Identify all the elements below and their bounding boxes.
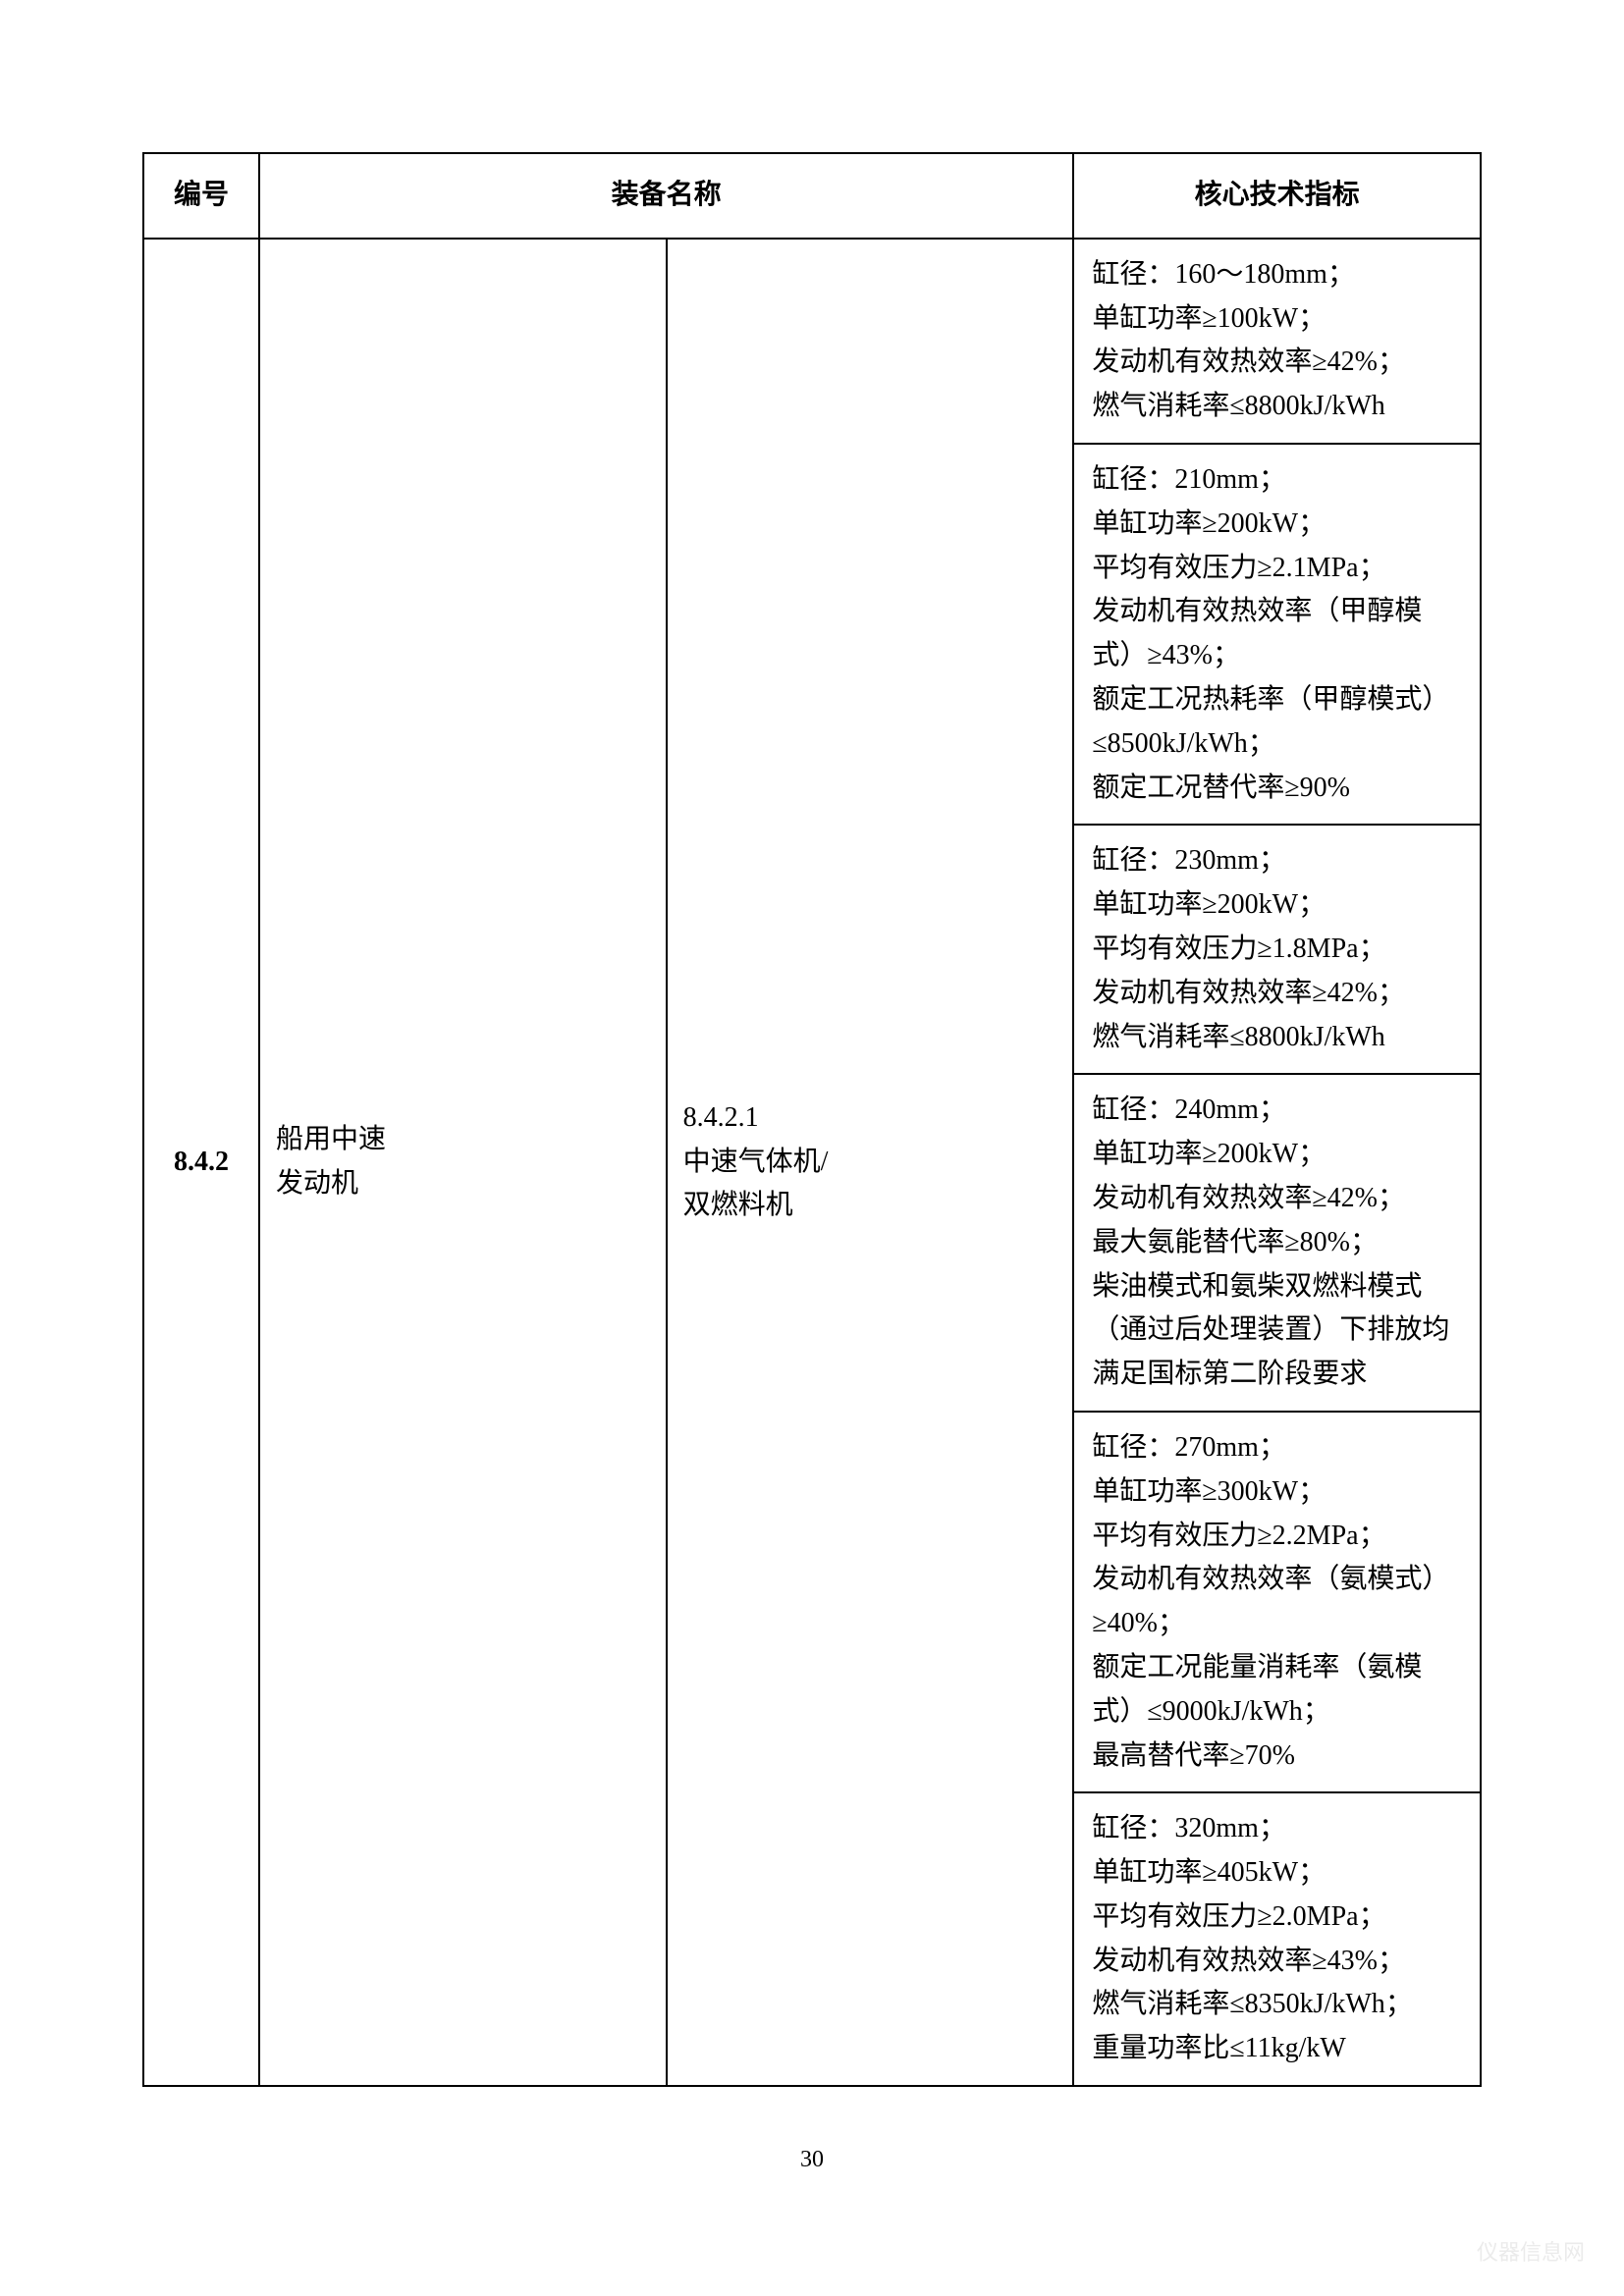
spec-line: 缸径：210mm； bbox=[1092, 458, 1462, 503]
spec-line: 重量功率比≤11kg/kW bbox=[1092, 2027, 1462, 2071]
spec-line: 单缸功率≥200kW； bbox=[1092, 503, 1462, 547]
spec-line: 最大氨能替代率≥80%； bbox=[1092, 1221, 1462, 1265]
spec-line: 单缸功率≥100kW； bbox=[1092, 297, 1462, 342]
spec-line: 燃气消耗率≤8800kJ/kWh bbox=[1092, 385, 1462, 429]
spec-line: 燃气消耗率≤8350kJ/kWh； bbox=[1092, 1983, 1462, 2027]
spec-line: 发动机有效热效率≥43%； bbox=[1092, 1940, 1462, 1984]
table-row: 8.4.2 船用中速发动机 8.4.2.1中速气体机/双燃料机 缸径：160～1… bbox=[143, 239, 1481, 444]
spec-cell: 缸径：320mm；单缸功率≥405kW；平均有效压力≥2.0MPa；发动机有效热… bbox=[1073, 1792, 1481, 2086]
spec-line: 柴油模式和氨柴双燃料模式（通过后处理装置）下排放均满足国标第二阶段要求 bbox=[1092, 1265, 1462, 1397]
spec-table: 编号 装备名称 核心技术指标 8.4.2 船用中速发动机 8.4.2.1中速气体… bbox=[142, 152, 1482, 2087]
spec-line: 单缸功率≥200kW； bbox=[1092, 1133, 1462, 1177]
row-number: 8.4.2 bbox=[143, 239, 259, 2086]
spec-line: 额定工况替代率≥90% bbox=[1092, 767, 1462, 811]
spec-line: 缸径：320mm； bbox=[1092, 1807, 1462, 1851]
spec-line: 单缸功率≥300kW； bbox=[1092, 1470, 1462, 1515]
spec-cell: 缸径：270mm；单缸功率≥300kW；平均有效压力≥2.2MPa；发动机有效热… bbox=[1073, 1412, 1481, 1792]
header-equipment-name: 装备名称 bbox=[259, 153, 1073, 239]
spec-line: 缸径：230mm； bbox=[1092, 839, 1462, 883]
spec-line: 缸径：240mm； bbox=[1092, 1089, 1462, 1133]
spec-line: 平均有效压力≥1.8MPa； bbox=[1092, 928, 1462, 972]
spec-line: 额定工况热耗率（甲醇模式）≤8500kJ/kWh； bbox=[1092, 678, 1462, 767]
spec-line: 平均有效压力≥2.0MPa； bbox=[1092, 1896, 1462, 1940]
header-number: 编号 bbox=[143, 153, 259, 239]
spec-line: 燃气消耗率≤8800kJ/kWh bbox=[1092, 1016, 1462, 1060]
spec-line: 发动机有效热效率（甲醇模式）≥43%； bbox=[1092, 590, 1462, 678]
spec-cell: 缸径：210mm；单缸功率≥200kW；平均有效压力≥2.1MPa；发动机有效热… bbox=[1073, 444, 1481, 825]
spec-line: 平均有效压力≥2.1MPa； bbox=[1092, 547, 1462, 591]
spec-line: 单缸功率≥200kW； bbox=[1092, 883, 1462, 928]
spec-line: 发动机有效热效率≥42%； bbox=[1092, 1177, 1462, 1221]
spec-cell: 缸径：230mm；单缸功率≥200kW；平均有效压力≥1.8MPa；发动机有效热… bbox=[1073, 825, 1481, 1074]
spec-line: 额定工况能量消耗率（氨模式）≤9000kJ/kWh； bbox=[1092, 1646, 1462, 1735]
spec-cell: 缸径：240mm；单缸功率≥200kW；发动机有效热效率≥42%；最大氨能替代率… bbox=[1073, 1074, 1481, 1412]
header-spec: 核心技术指标 bbox=[1073, 153, 1481, 239]
table-header-row: 编号 装备名称 核心技术指标 bbox=[143, 153, 1481, 239]
spec-line: 单缸功率≥405kW； bbox=[1092, 1851, 1462, 1896]
spec-line: 发动机有效热效率≥42%； bbox=[1092, 972, 1462, 1016]
page-number: 30 bbox=[0, 2147, 1624, 2173]
equipment-name: 船用中速发动机 bbox=[259, 239, 667, 2086]
spec-line: 发动机有效热效率（氨模式）≥40%； bbox=[1092, 1558, 1462, 1646]
spec-line: 缸径：160～180mm； bbox=[1092, 253, 1462, 297]
spec-line: 缸径：270mm； bbox=[1092, 1426, 1462, 1470]
spec-line: 最高替代率≥70% bbox=[1092, 1735, 1462, 1779]
spec-cell: 缸径：160～180mm；单缸功率≥100kW；发动机有效热效率≥42%；燃气消… bbox=[1073, 239, 1481, 444]
watermark: 仪器信息网 bbox=[1477, 2235, 1585, 2267]
spec-line: 平均有效压力≥2.2MPa； bbox=[1092, 1515, 1462, 1559]
spec-line: 发动机有效热效率≥42%； bbox=[1092, 341, 1462, 385]
sub-equipment-name: 8.4.2.1中速气体机/双燃料机 bbox=[667, 239, 1074, 2086]
